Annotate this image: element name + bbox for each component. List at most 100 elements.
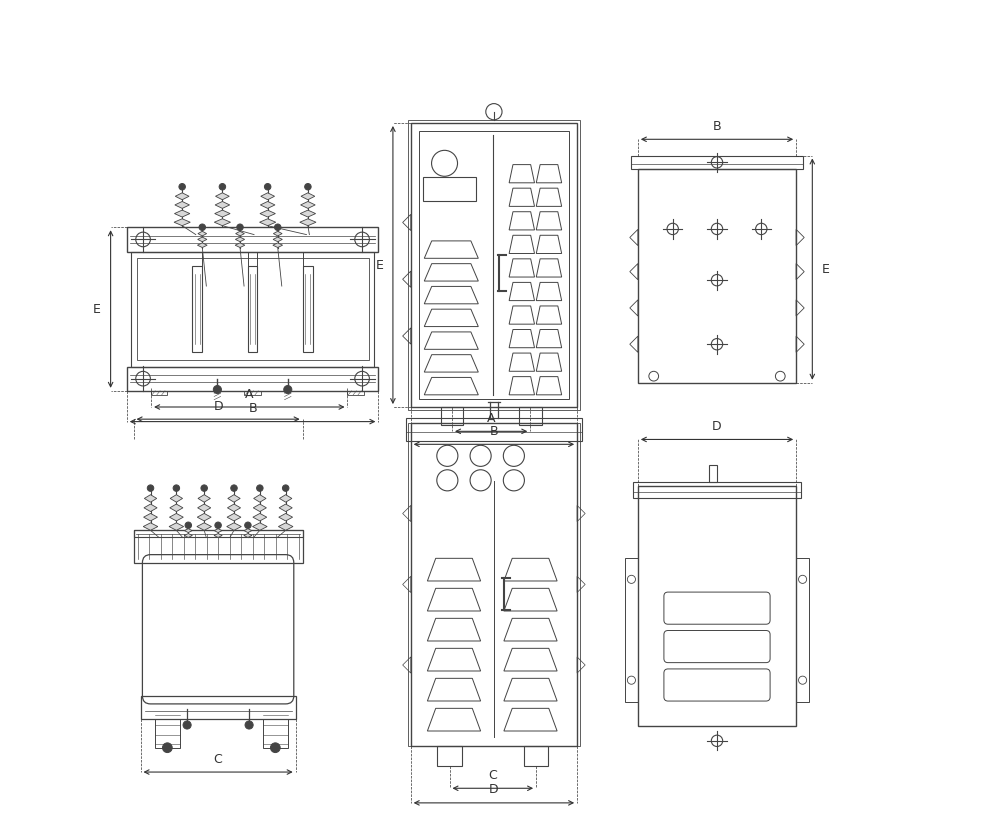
Polygon shape — [198, 237, 207, 242]
Polygon shape — [235, 237, 245, 242]
Polygon shape — [214, 219, 231, 225]
Bar — [441, 407, 463, 425]
Polygon shape — [228, 495, 240, 502]
Polygon shape — [227, 504, 241, 511]
Bar — [411, 123, 577, 407]
Circle shape — [264, 183, 271, 190]
Bar — [423, 177, 476, 201]
Circle shape — [245, 522, 251, 528]
Polygon shape — [197, 514, 211, 521]
Text: D: D — [489, 783, 499, 796]
Polygon shape — [197, 523, 211, 530]
Polygon shape — [279, 495, 292, 502]
Polygon shape — [143, 523, 158, 530]
Polygon shape — [253, 523, 267, 530]
Polygon shape — [278, 523, 293, 530]
Circle shape — [147, 485, 154, 492]
Bar — [127, 366, 378, 391]
Bar — [519, 407, 542, 425]
Polygon shape — [279, 504, 292, 511]
Polygon shape — [169, 514, 183, 521]
Polygon shape — [216, 193, 229, 199]
Text: C: C — [488, 768, 497, 781]
Polygon shape — [227, 523, 241, 530]
Polygon shape — [273, 243, 283, 247]
Polygon shape — [253, 514, 267, 521]
Text: B: B — [248, 402, 257, 415]
Polygon shape — [170, 504, 183, 511]
Circle shape — [305, 183, 311, 190]
Text: B: B — [713, 120, 721, 133]
Bar — [524, 746, 548, 766]
Circle shape — [215, 522, 221, 528]
Polygon shape — [215, 210, 230, 217]
Polygon shape — [144, 514, 157, 521]
Bar — [303, 266, 313, 352]
Polygon shape — [301, 201, 315, 208]
Polygon shape — [260, 201, 275, 208]
Bar — [155, 719, 180, 748]
Circle shape — [201, 485, 207, 492]
Bar — [248, 266, 257, 352]
Text: D: D — [712, 420, 722, 433]
Bar — [151, 391, 167, 395]
Circle shape — [237, 224, 243, 230]
Polygon shape — [300, 219, 316, 225]
Text: E: E — [93, 303, 101, 316]
Polygon shape — [279, 514, 293, 521]
Circle shape — [284, 386, 292, 394]
Polygon shape — [174, 219, 190, 225]
Polygon shape — [198, 231, 207, 236]
Bar — [347, 391, 364, 395]
Bar — [437, 746, 462, 766]
Circle shape — [199, 224, 206, 230]
Text: E: E — [375, 259, 383, 272]
Bar — [192, 266, 202, 352]
Polygon shape — [144, 495, 157, 502]
Polygon shape — [215, 201, 230, 208]
Text: B: B — [490, 425, 498, 438]
Polygon shape — [244, 533, 252, 537]
Polygon shape — [198, 504, 211, 511]
Circle shape — [274, 224, 281, 230]
Bar — [411, 423, 577, 746]
Bar — [625, 558, 638, 702]
Polygon shape — [227, 514, 241, 521]
Polygon shape — [254, 495, 266, 502]
Polygon shape — [244, 528, 252, 532]
Circle shape — [185, 522, 192, 528]
Polygon shape — [300, 210, 316, 217]
Polygon shape — [261, 193, 275, 199]
Polygon shape — [260, 210, 275, 217]
Bar — [796, 558, 809, 702]
Polygon shape — [214, 528, 222, 532]
Circle shape — [213, 386, 221, 394]
Circle shape — [282, 485, 289, 492]
Text: E: E — [822, 263, 830, 276]
Text: C: C — [214, 753, 222, 765]
Circle shape — [245, 721, 253, 729]
Bar — [131, 252, 374, 366]
Polygon shape — [235, 243, 245, 247]
Bar — [127, 227, 378, 252]
Bar — [244, 391, 261, 395]
Text: A: A — [487, 412, 495, 425]
Bar — [631, 155, 803, 169]
Polygon shape — [184, 533, 192, 537]
Polygon shape — [197, 243, 207, 247]
Bar — [408, 423, 580, 746]
Polygon shape — [214, 533, 222, 537]
Bar — [137, 258, 369, 360]
Polygon shape — [273, 237, 282, 242]
Polygon shape — [301, 193, 315, 199]
Bar — [134, 530, 303, 562]
Bar — [408, 120, 580, 410]
Circle shape — [270, 743, 280, 753]
Circle shape — [179, 183, 185, 190]
Circle shape — [231, 485, 237, 492]
Polygon shape — [170, 495, 183, 502]
Circle shape — [257, 485, 263, 492]
Text: D: D — [213, 400, 223, 413]
Polygon shape — [184, 528, 192, 532]
Polygon shape — [174, 210, 190, 217]
